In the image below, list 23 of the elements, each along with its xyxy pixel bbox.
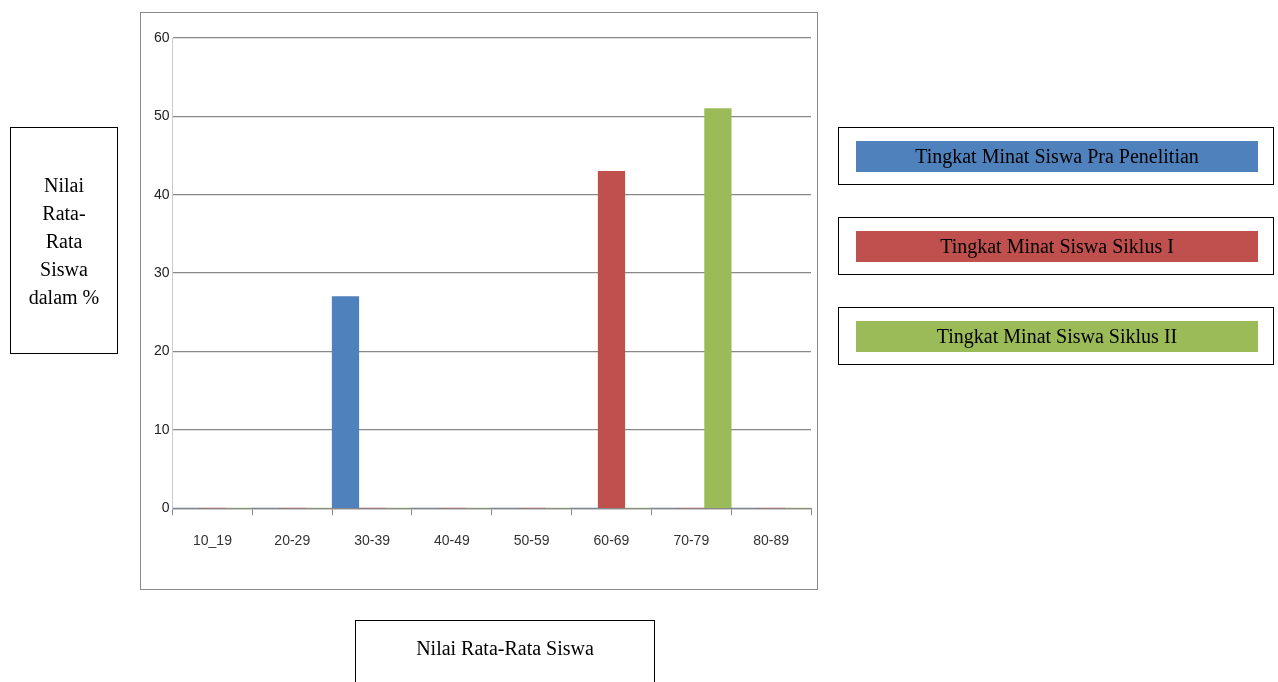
x-tick-label: 30-39 <box>354 532 391 549</box>
x-tick-label: 80-89 <box>753 532 790 549</box>
x-tick-label: 70-79 <box>673 532 710 549</box>
bar <box>331 296 360 508</box>
bar <box>704 108 732 508</box>
x-tick-label: 60-69 <box>593 532 630 549</box>
y-tick-label: 0 <box>161 499 170 516</box>
bar <box>597 170 626 508</box>
text: Tingkat Minat Siswa Siklus II <box>856 321 1258 352</box>
x-axis-title: Nilai Rata-Rata Siswa <box>355 620 655 682</box>
x-tick-label: 40-49 <box>433 532 470 549</box>
text: Tingkat Minat Siswa Siklus I <box>856 231 1258 262</box>
y-tick-label: 20 <box>153 342 170 359</box>
text: Tingkat Minat Siswa Pra Penelitian <box>856 141 1258 172</box>
y-tick-label: 40 <box>153 185 170 202</box>
x-tick-label: 10_19 <box>193 532 233 549</box>
y-axis-title: Nilai Rata-Rata Siswa dalam % <box>10 127 118 354</box>
y-tick-label: 10 <box>153 420 170 437</box>
y-tick-label: 60 <box>153 28 170 45</box>
x-tick-label: 50-59 <box>513 532 550 549</box>
y-tick-label: 30 <box>153 263 170 280</box>
x-tick-label: 20-29 <box>274 532 311 549</box>
y-tick-label: 50 <box>153 107 170 124</box>
